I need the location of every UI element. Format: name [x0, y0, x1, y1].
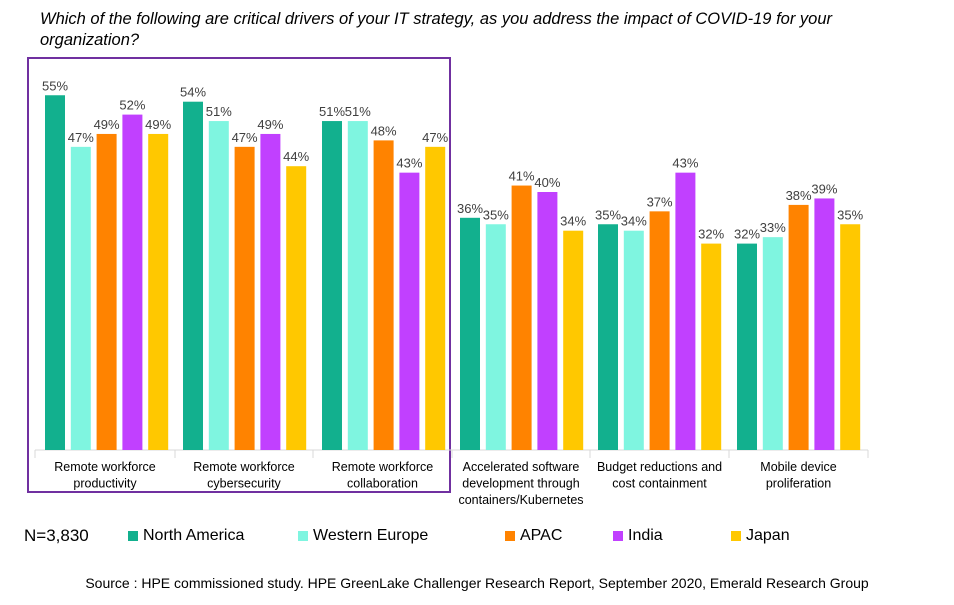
category-label: productivity	[73, 477, 137, 491]
category-label: Remote workforce	[332, 460, 433, 474]
data-label: 38%	[786, 188, 812, 203]
data-label: 47%	[232, 130, 258, 145]
data-label: 32%	[698, 227, 724, 242]
data-label: 47%	[422, 130, 448, 145]
legend-item: India	[613, 527, 731, 545]
bar	[485, 224, 506, 450]
bar	[840, 224, 861, 450]
legend-swatch	[298, 531, 308, 541]
chart-legend: North America Western Europe APAC India Japa…	[128, 527, 831, 545]
source-note: Source : HPE commissioned study. HPE Gre…	[85, 575, 869, 591]
data-label: 49%	[257, 117, 283, 132]
data-label: 34%	[560, 214, 586, 229]
bar	[45, 95, 65, 450]
category-label: proliferation	[766, 477, 831, 491]
bar	[208, 121, 229, 451]
bar	[563, 230, 584, 450]
bar	[511, 185, 532, 451]
bar	[70, 146, 91, 450]
data-label: 54%	[180, 85, 206, 100]
data-label: 49%	[145, 117, 171, 132]
bar	[373, 140, 394, 450]
legend-label: India	[628, 527, 663, 544]
bar	[96, 133, 117, 450]
bar	[598, 224, 618, 450]
data-label: 52%	[119, 98, 145, 113]
bar	[814, 198, 835, 450]
bar	[148, 133, 169, 450]
bar	[537, 192, 558, 450]
data-label: 32%	[734, 227, 760, 242]
data-label: 34%	[621, 214, 647, 229]
bar	[623, 230, 644, 450]
bar	[762, 237, 783, 450]
bar	[286, 166, 307, 450]
bar	[183, 101, 203, 450]
data-label: 55%	[42, 78, 68, 93]
bar	[322, 121, 342, 451]
category-label: Remote workforce	[193, 460, 294, 474]
category-label: Accelerated software	[463, 460, 580, 474]
legend-item: Western Europe	[298, 527, 505, 545]
category-label: containers/Kubernetes	[458, 493, 583, 507]
data-label: 33%	[760, 220, 786, 235]
category-label: development through	[462, 477, 579, 491]
bar	[649, 211, 670, 450]
data-label: 35%	[595, 207, 621, 222]
bar	[701, 243, 722, 450]
data-label: 49%	[94, 117, 120, 132]
bar	[347, 121, 368, 451]
data-label: 40%	[534, 175, 560, 190]
data-label: 51%	[206, 104, 232, 119]
legend-item: APAC	[505, 527, 613, 545]
legend-item: Japan	[731, 527, 831, 545]
bar	[788, 204, 809, 450]
category-label: cost containment	[612, 477, 707, 491]
legend-label: Western Europe	[313, 527, 429, 544]
data-label: 41%	[509, 169, 535, 184]
category-label: Remote workforce	[54, 460, 155, 474]
legend-label: Japan	[746, 527, 790, 544]
data-label: 35%	[483, 207, 509, 222]
data-label: 37%	[647, 194, 673, 209]
highlight-box	[27, 57, 451, 493]
bar	[122, 114, 143, 450]
legend-swatch	[731, 531, 741, 541]
data-label: 51%	[319, 104, 345, 119]
legend-swatch	[128, 531, 138, 541]
bar	[260, 133, 281, 450]
bar	[399, 172, 420, 450]
bar-chart: 55%47%49%52%49%Remote workforceproductiv…	[27, 57, 869, 507]
legend-swatch	[505, 531, 515, 541]
data-label: 43%	[396, 156, 422, 171]
data-label: 35%	[837, 207, 863, 222]
legend-item: North America	[128, 527, 298, 545]
category-label: Budget reductions and	[597, 460, 722, 474]
data-label: 44%	[283, 149, 309, 164]
data-label: 48%	[371, 123, 397, 138]
data-label: 51%	[345, 104, 371, 119]
bar	[425, 146, 446, 450]
sample-size-label: N=3,830	[24, 526, 89, 545]
category-label: collaboration	[347, 477, 418, 491]
data-label: 36%	[457, 201, 483, 216]
legend-swatch	[613, 531, 623, 541]
legend-label: APAC	[520, 527, 563, 544]
category-label: cybersecurity	[207, 477, 281, 491]
data-label: 39%	[811, 181, 837, 196]
data-label: 43%	[672, 156, 698, 171]
bar	[675, 172, 696, 450]
legend-label: North America	[143, 527, 245, 544]
data-label: 47%	[68, 130, 94, 145]
chart-title: Which of the following are critical driv…	[40, 10, 833, 49]
bar	[234, 146, 255, 450]
bar	[737, 243, 757, 450]
category-label: Mobile device	[760, 460, 836, 474]
bar	[460, 217, 480, 450]
